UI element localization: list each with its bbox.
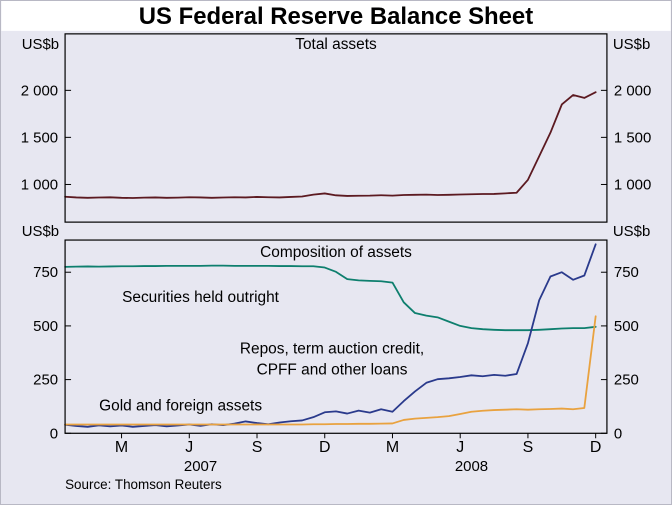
plot-dynamic-layer: 1 000 1 000 1 500 1 500 2 000 2 000 0 0 250 250 50…	[21, 82, 652, 475]
x-axis-month-label: J	[185, 439, 193, 456]
y-axis-label-right: 500	[614, 318, 639, 335]
y-axis-label-left: 750	[33, 264, 58, 281]
y-axis-label-left: 0	[50, 425, 58, 442]
title-background	[1, 1, 671, 31]
top-panel-title: Total assets	[295, 36, 377, 53]
x-axis-month-label: D	[319, 439, 330, 456]
x-axis-month-label: S	[523, 439, 534, 456]
label-repos-line2: CPFF and other loans	[257, 362, 408, 379]
y-axis-label-left: 2 000	[21, 82, 58, 99]
unit-label-top-left: US$b	[22, 36, 59, 53]
total-assets-line	[64, 91, 597, 199]
y-axis-label-left: 500	[33, 318, 58, 335]
x-axis-year-label: 2007	[184, 458, 217, 475]
x-axis-month-label: S	[252, 439, 263, 456]
y-axis-label-right: 1 500	[614, 129, 651, 146]
label-gold: Gold and foreign assets	[99, 397, 262, 414]
chart-title: US Federal Reserve Balance Sheet	[139, 3, 533, 30]
x-axis-month-label: M	[115, 439, 128, 456]
label-repos-line1: Repos, term auction credit,	[240, 341, 424, 358]
x-axis-month-label: M	[386, 439, 399, 456]
y-axis-label-right: 0	[614, 425, 622, 442]
y-axis-label-right: 2 000	[614, 82, 651, 99]
bottom-panel-title: Composition of assets	[260, 244, 412, 261]
x-axis-month-label: D	[590, 439, 601, 456]
y-axis-label-right: 1 000	[614, 176, 651, 193]
gold-foreign-assets-line	[64, 315, 597, 426]
y-axis-label-left: 1 000	[21, 176, 58, 193]
y-axis-label-left: 1 500	[21, 129, 58, 146]
x-axis-year-label: 2008	[455, 458, 488, 475]
securities-held-outright-line	[64, 264, 597, 332]
unit-label-bottom-left: US$b	[22, 223, 59, 240]
source-note: Source: Thomson Reuters	[65, 477, 222, 492]
unit-label-top-right: US$b	[613, 36, 650, 53]
y-axis-label-right: 250	[614, 372, 639, 389]
y-axis-label-right: 750	[614, 264, 639, 281]
top-panel-frame	[64, 33, 608, 223]
y-axis-label-left: 250	[33, 372, 58, 389]
unit-label-bottom-right: US$b	[613, 223, 650, 240]
x-axis-month-label: J	[456, 439, 464, 456]
label-securities: Securities held outright	[122, 289, 280, 306]
bottom-panel-frame	[64, 239, 608, 434]
